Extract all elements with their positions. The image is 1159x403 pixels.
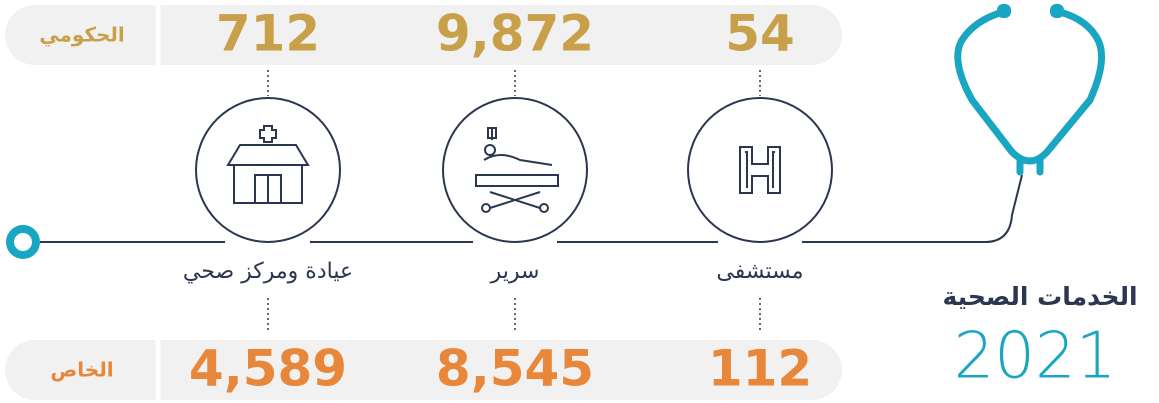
- stethoscope: [958, 12, 1102, 172]
- year: 2021: [954, 320, 1117, 394]
- tube: [40, 98, 1022, 242]
- pri-label: الخاص: [50, 358, 113, 382]
- pri-value: 8,545: [436, 340, 594, 398]
- earpiece: [1050, 4, 1064, 18]
- tube-end: [10, 229, 36, 255]
- gov-band: [5, 5, 842, 65]
- category-label: سرير: [490, 259, 540, 284]
- clinic-icon: [228, 126, 308, 203]
- gov-value: 712: [216, 5, 320, 63]
- gov-value: 54: [725, 5, 795, 63]
- gov-value: 9,872: [436, 5, 594, 63]
- earpiece: [997, 4, 1011, 18]
- pri-value: 112: [708, 340, 812, 398]
- category-label: مستشفى: [716, 259, 803, 284]
- infographic: الحكومي 712 9,872 54 الخاص 4,589 8,545 1…: [0, 0, 1159, 403]
- hospital-icon: [740, 147, 780, 193]
- bed-icon: [476, 128, 558, 212]
- pri-value: 4,589: [189, 340, 347, 398]
- category-label: عيادة ومركز صحي: [183, 259, 353, 284]
- title: الخدمات الصحية: [942, 282, 1137, 311]
- gov-label: الحكومي: [39, 23, 125, 48]
